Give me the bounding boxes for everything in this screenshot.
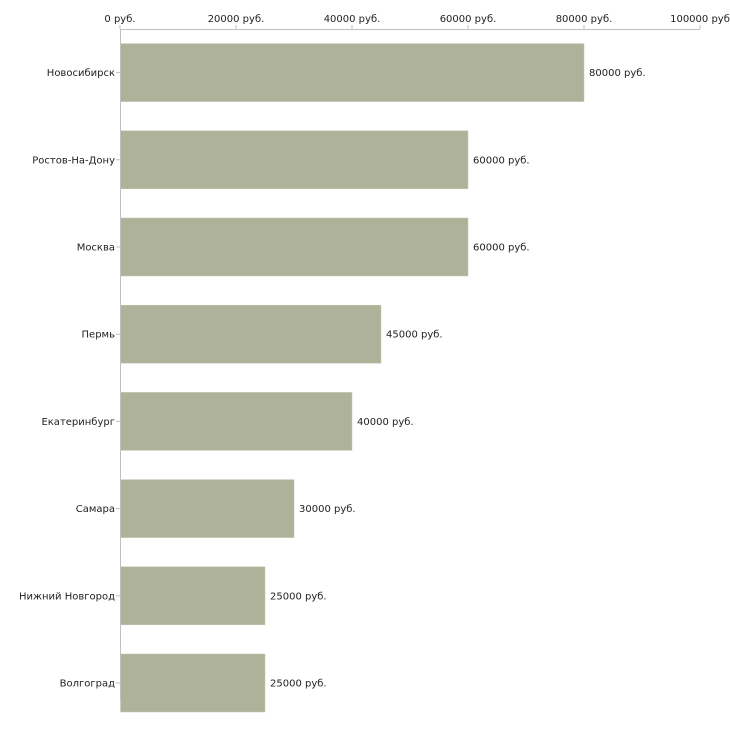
x-tick-label: 40000 руб. — [324, 14, 381, 25]
x-tick-label: 100000 руб — [670, 14, 730, 25]
data-label: 40000 руб. — [357, 417, 414, 428]
labels-layer: Новосибирск 80000 руб. Ростов-На-Дону 60000… — [19, 14, 730, 690]
category-label: Пермь — [82, 330, 116, 341]
bar — [120, 479, 295, 538]
category-label: Новосибирск — [47, 68, 115, 79]
bar — [120, 130, 469, 190]
bar — [120, 653, 266, 713]
bar — [120, 43, 585, 102]
data-label: 25000 руб. — [270, 679, 327, 690]
bar — [120, 392, 353, 451]
x-tick-label: 80000 руб. — [556, 14, 613, 25]
data-label: 45000 руб. — [386, 330, 443, 341]
x-tick-label: 60000 руб. — [440, 14, 497, 25]
data-label: 80000 руб. — [589, 68, 646, 79]
category-label: Екатеринбург — [41, 417, 115, 428]
bar — [120, 217, 469, 277]
category-label: Нижний Новгород — [19, 591, 115, 602]
x-tick-label: 0 руб. — [104, 14, 135, 25]
data-label: 30000 руб. — [299, 504, 356, 515]
category-label: Волгоград — [60, 679, 115, 690]
data-label: 60000 руб. — [473, 155, 530, 166]
axes-layer — [116, 25, 701, 700]
x-tick-label: 20000 руб. — [208, 14, 265, 25]
category-label: Самара — [76, 504, 115, 515]
bar — [120, 304, 382, 364]
category-label: Москва — [77, 243, 115, 254]
bars-layer — [120, 43, 585, 713]
bar — [120, 566, 266, 626]
data-label: 25000 руб. — [270, 591, 327, 602]
category-label: Ростов-На-Дону — [32, 155, 115, 166]
data-label: 60000 руб. — [473, 243, 530, 254]
